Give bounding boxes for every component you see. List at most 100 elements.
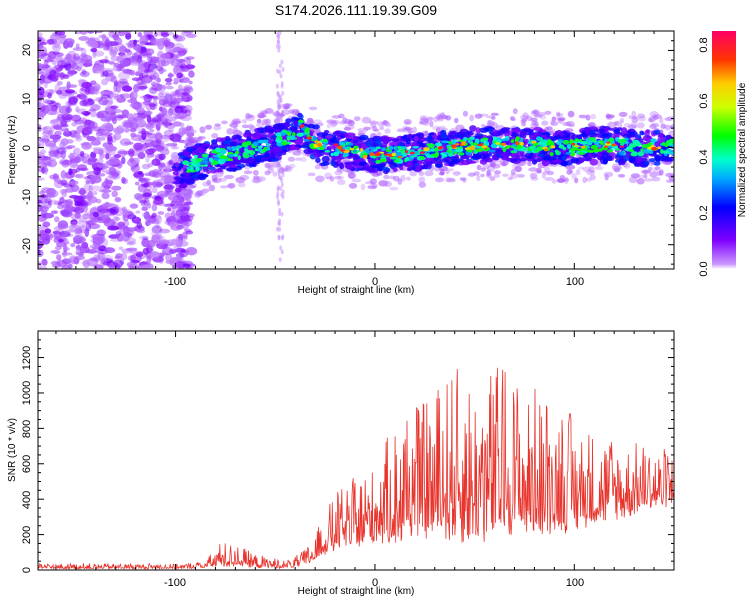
heatmap-cell — [87, 156, 96, 166]
heatmap-cell — [57, 223, 69, 230]
heatmap-cell — [574, 145, 579, 148]
heatmap-cell — [65, 229, 77, 233]
heatmap-cell — [154, 38, 165, 46]
heatmap-cell — [120, 93, 132, 99]
heatmap-cell — [177, 53, 186, 57]
heatmap-cell — [510, 168, 516, 176]
heatmap-cell — [348, 142, 354, 146]
heatmap-cell — [127, 41, 134, 49]
heatmap-cell — [129, 122, 139, 129]
heatmap-cell — [582, 166, 591, 172]
heatmap-cell — [486, 170, 492, 177]
heatmap-cell — [182, 178, 193, 183]
heatmap-cell — [172, 171, 179, 176]
snr-ytick-label-6: 1200 — [21, 346, 33, 370]
heatmap-cell — [81, 69, 87, 75]
heatmap-cell — [399, 165, 404, 171]
heatmap-cell — [406, 167, 412, 172]
heatmap-cell — [186, 184, 196, 189]
heatmap-cell — [70, 213, 82, 220]
heatmap-cell — [379, 135, 389, 143]
heatmap-cell — [131, 77, 141, 81]
heatmap-cell — [388, 145, 394, 150]
heatmap-ytick-label-0: -20 — [21, 238, 33, 254]
heatmap-cell — [495, 150, 504, 155]
heatmap-cell — [384, 128, 391, 134]
heatmap-cell — [104, 202, 109, 210]
heatmap-cell — [168, 72, 173, 79]
heatmap-cell — [172, 181, 180, 185]
heatmap-cell — [182, 160, 190, 166]
heatmap-cell — [47, 143, 57, 147]
heatmap-cell — [526, 129, 534, 132]
heatmap-cell — [330, 121, 338, 128]
heatmap-cell — [47, 130, 54, 136]
heatmap-cell — [279, 136, 283, 141]
heatmap-cell — [182, 77, 190, 83]
heatmap-cell — [558, 140, 563, 144]
heatmap-cell — [427, 143, 435, 149]
heatmap-cell — [38, 55, 45, 59]
heatmap-cell — [462, 136, 468, 142]
heatmap-cell — [171, 97, 184, 104]
heatmap-cell — [68, 180, 79, 186]
heatmap-cell — [281, 90, 285, 96]
heatmap-cell — [410, 151, 415, 155]
heatmap-cell — [79, 99, 88, 107]
heatmap-cell — [287, 136, 291, 140]
heatmap-cell — [147, 202, 152, 209]
heatmap-cell — [582, 176, 588, 184]
heatmap-cell — [133, 53, 138, 61]
heatmap-cell — [85, 179, 91, 185]
snr-ylabel: SNR (10 * v/v) — [7, 418, 18, 482]
heatmap-cell — [63, 174, 71, 180]
heatmap-cell — [84, 143, 90, 149]
heatmap-cell — [38, 124, 42, 128]
colorbar-tick-label-3: 0.6 — [698, 93, 710, 108]
heatmap-cell — [616, 120, 625, 124]
heatmap-cell — [555, 150, 560, 156]
heatmap-cell — [526, 150, 532, 154]
heatmap-cell — [130, 132, 137, 138]
heatmap-cell — [631, 116, 639, 124]
heatmap-cell — [52, 51, 60, 55]
heatmap-cell — [280, 182, 284, 188]
heatmap-cell — [618, 111, 628, 118]
heatmap-cell — [632, 115, 638, 120]
heatmap-cell — [493, 173, 501, 178]
heatmap-cell — [123, 220, 130, 227]
heatmap-cell — [144, 99, 150, 107]
heatmap-cell — [130, 59, 142, 64]
heatmap-cell — [224, 174, 235, 180]
heatmap-cell — [237, 155, 241, 161]
heatmap-cell — [114, 197, 122, 203]
heatmap-cell — [56, 71, 65, 76]
heatmap-cell — [353, 145, 359, 150]
heatmap-cell — [73, 220, 84, 224]
heatmap-cell — [58, 105, 71, 115]
heatmap-cell — [547, 139, 552, 145]
heatmap-cell — [161, 107, 168, 116]
heatmap-cell — [256, 176, 266, 182]
heatmap-cell — [136, 107, 145, 114]
heatmap-cell — [276, 112, 284, 120]
heatmap-cell — [152, 116, 163, 123]
heatmap-cell — [76, 66, 82, 72]
heatmap-cell — [146, 63, 158, 70]
heatmap-cell — [370, 122, 377, 129]
heatmap-cell — [424, 170, 434, 177]
heatmap-cell — [502, 146, 507, 153]
heatmap-cell — [574, 138, 579, 143]
heatmap-cell — [375, 152, 381, 157]
heatmap-cell — [169, 94, 174, 98]
heatmap-cell — [378, 180, 389, 187]
heatmap-cell — [220, 185, 228, 189]
heatmap-cell — [111, 135, 117, 143]
heatmap-cell — [155, 84, 166, 93]
heatmap-cell — [62, 199, 74, 206]
heatmap-cell — [281, 67, 285, 72]
heatmap-cell — [69, 168, 78, 174]
heatmap-cell — [165, 165, 171, 173]
heatmap-cell — [137, 171, 143, 175]
heatmap-cell — [585, 114, 591, 121]
